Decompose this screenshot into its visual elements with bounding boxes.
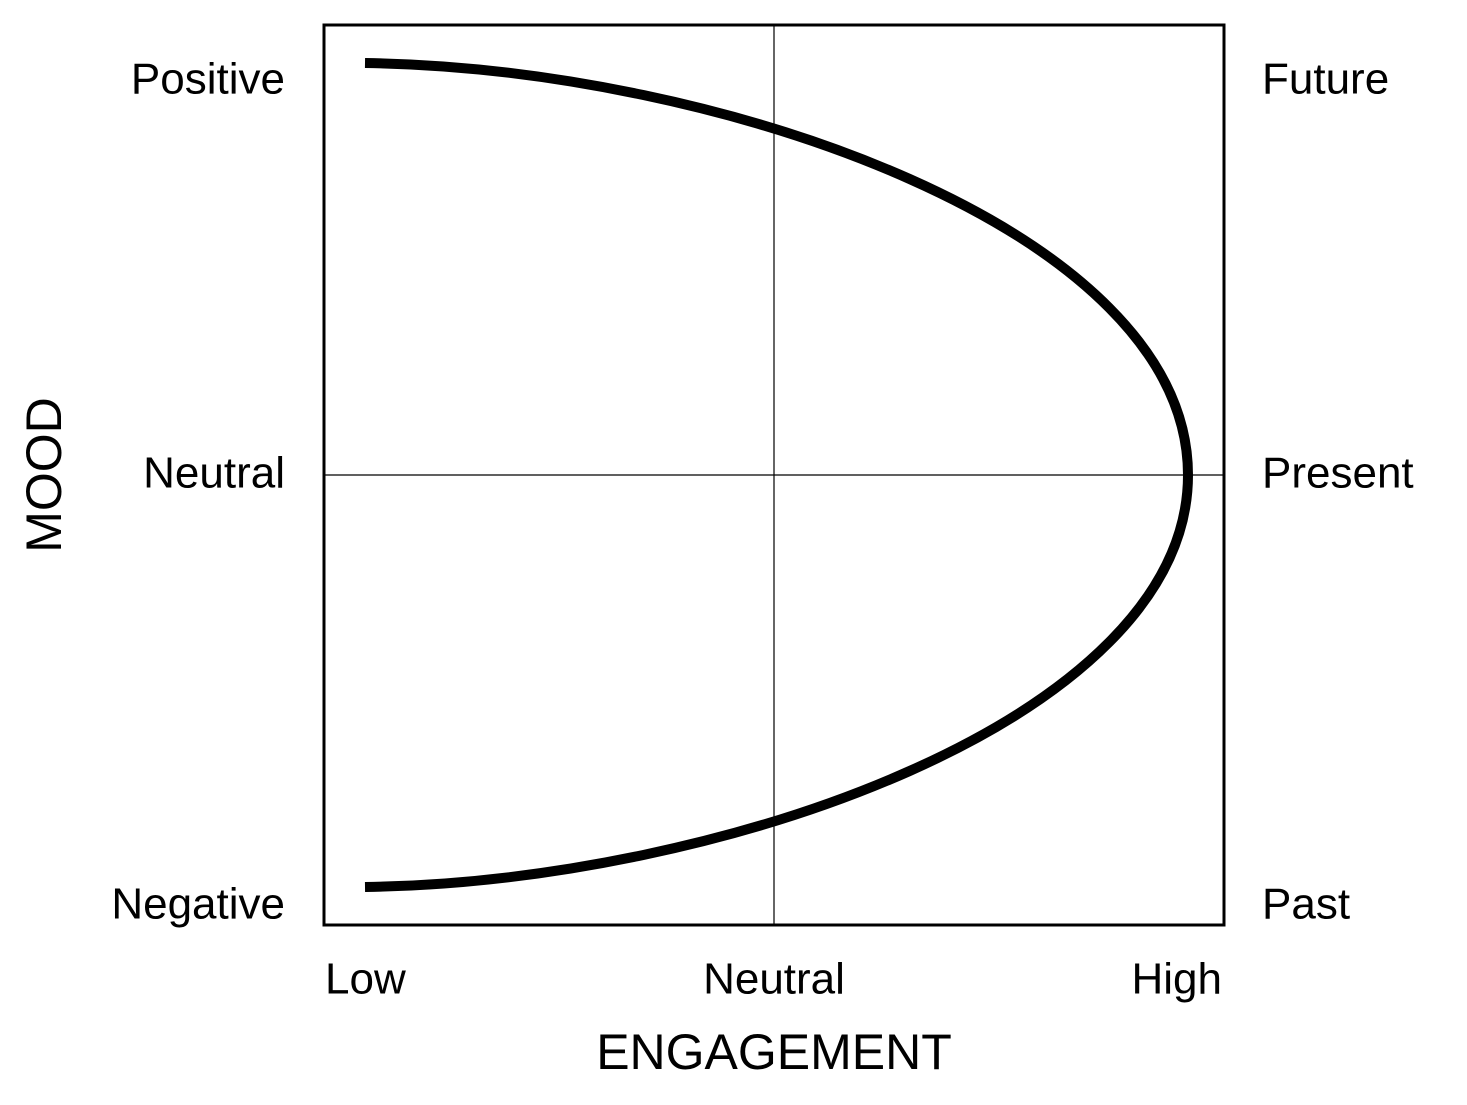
right-label: Future xyxy=(1262,55,1389,104)
y-label: Positive xyxy=(131,55,285,104)
right-label: Past xyxy=(1262,880,1350,929)
plot-frame xyxy=(322,23,1226,927)
y-label: Neutral xyxy=(143,449,285,498)
right-label: Present xyxy=(1262,449,1414,498)
curve xyxy=(364,58,1194,892)
x-label: High xyxy=(1132,955,1223,1004)
y-label: Negative xyxy=(111,880,285,929)
y-axis-title: MOOD xyxy=(16,397,72,553)
x-label: Neutral xyxy=(703,955,845,1004)
x-label: Low xyxy=(325,955,406,1004)
x-axis-title: ENGAGEMENT xyxy=(596,1024,952,1080)
